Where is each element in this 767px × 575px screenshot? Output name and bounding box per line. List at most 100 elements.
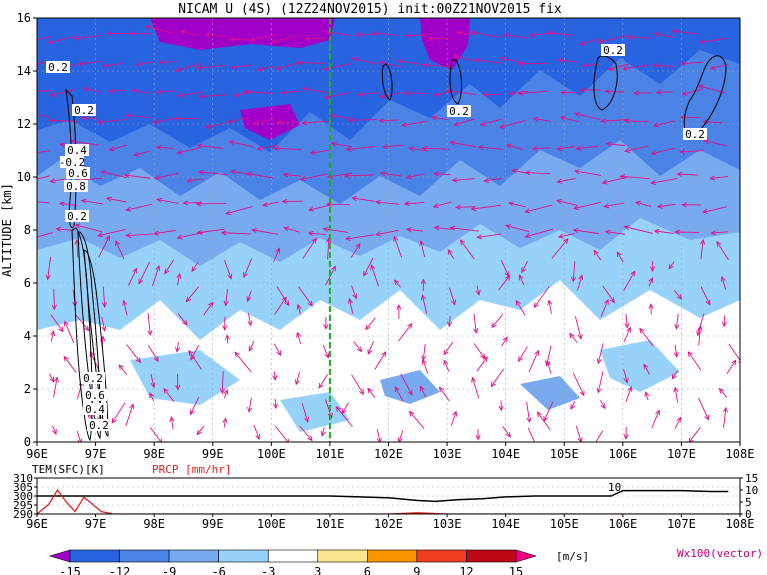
wind-vector (177, 91, 203, 97)
wind-vector-head (323, 324, 329, 330)
wind-vector-head (532, 116, 539, 122)
contour-label-box (447, 105, 471, 117)
wind-vector-head (438, 386, 445, 393)
shade-patch-light-low-3 (600, 340, 680, 392)
wind-vector (52, 425, 57, 435)
surface-x-tick-label: 99E (202, 517, 224, 531)
wind-vector (252, 118, 274, 125)
wind-vector-head (323, 94, 330, 100)
wind-vector (228, 117, 249, 123)
wind-vector-head (407, 322, 413, 329)
wind-vector-head (344, 173, 350, 179)
wind-vector (53, 377, 58, 398)
wind-vector (248, 397, 252, 412)
wind-vector-head (604, 88, 611, 95)
y-tick-label: 8 (24, 223, 31, 237)
wind-vector (50, 331, 55, 342)
wind-vector-head (83, 325, 90, 332)
wind-vector-head (374, 199, 381, 205)
wind-vector-head (557, 57, 564, 64)
wind-vector (203, 302, 214, 316)
wind-vector-head (355, 32, 362, 38)
wind-vector-head (704, 414, 709, 421)
wind-vector-head (459, 239, 466, 246)
wind-vector (505, 225, 530, 232)
wind-vector-head (393, 235, 399, 242)
wind-vector (196, 425, 205, 435)
x-tick-label: 106E (608, 447, 637, 461)
wind-vector (483, 93, 501, 96)
contour-label-box (601, 44, 625, 56)
x-tick-label: 104E (491, 447, 520, 461)
wind-vector-head (115, 240, 120, 247)
wind-vector (352, 197, 375, 202)
wind-vector (628, 36, 651, 39)
wind-vector (243, 258, 253, 278)
wind-vector (500, 259, 510, 277)
wind-vector-head (122, 299, 128, 306)
wind-vector-head (627, 34, 633, 40)
wind-vector-head (605, 141, 612, 147)
wind-vector-head (559, 115, 566, 121)
contour-line (449, 59, 463, 105)
wind-vector-head (656, 203, 663, 209)
wind-vector (75, 314, 89, 331)
wind-vector-head (731, 359, 737, 366)
wind-vector-head (325, 237, 332, 243)
x-tick-label: 107E (667, 447, 696, 461)
wind-vector (296, 332, 302, 345)
wind-vector (515, 300, 526, 316)
wind-vector (74, 35, 102, 40)
wind-vector-head (697, 84, 704, 90)
wind-vector (345, 174, 374, 177)
x-tick-label: 100E (257, 447, 286, 461)
wind-vector (180, 30, 199, 37)
wind-vector (497, 275, 511, 291)
wind-vector (126, 344, 141, 363)
wind-vector (197, 228, 226, 234)
wind-vector-head (275, 119, 282, 125)
colorbar-swatch (466, 549, 517, 563)
wind-vector-head (680, 61, 687, 67)
wind-vector (475, 59, 502, 64)
wind-vector-head (570, 276, 577, 283)
wind-vector (367, 341, 375, 355)
wind-vector (680, 150, 704, 153)
wind-vector-head (248, 345, 254, 352)
wind-vector-head (650, 179, 657, 186)
wind-vector-head (273, 403, 279, 410)
wind-vector-head (58, 142, 65, 148)
wind-vector (711, 231, 729, 234)
wind-vector (527, 427, 536, 442)
wind-vector-head (74, 223, 81, 229)
wind-vector-head (299, 176, 306, 182)
wind-vector (229, 38, 250, 40)
wind-vector-head (219, 388, 226, 395)
wind-vector-head (246, 171, 253, 177)
x-tick-label: 102E (374, 447, 403, 461)
wind-vector-head (547, 30, 554, 36)
wind-vector-head (502, 32, 509, 38)
wind-vector-head (668, 263, 674, 270)
wind-vector-head (283, 226, 290, 232)
wind-vector-head (408, 410, 415, 417)
wind-vector (274, 147, 302, 151)
wind-vector (273, 248, 280, 262)
wind-vector-head (63, 355, 69, 362)
wind-vector-head (255, 433, 261, 440)
wind-vector-head (195, 201, 202, 207)
wind-vector-head (579, 390, 585, 397)
wind-vector (76, 239, 79, 258)
wind-vector-head (570, 404, 576, 410)
wind-vector-head (518, 356, 524, 363)
wind-vector (557, 178, 576, 183)
wind-vector-head (125, 232, 132, 239)
wind-vector (677, 173, 699, 176)
wind-vector (597, 343, 604, 364)
wind-vector-head (505, 274, 511, 281)
wind-vector-head (358, 389, 364, 396)
wind-vector-head (579, 87, 586, 93)
wind-vector-head (351, 195, 358, 202)
wind-vector (147, 345, 159, 362)
wind-vector (83, 88, 101, 93)
